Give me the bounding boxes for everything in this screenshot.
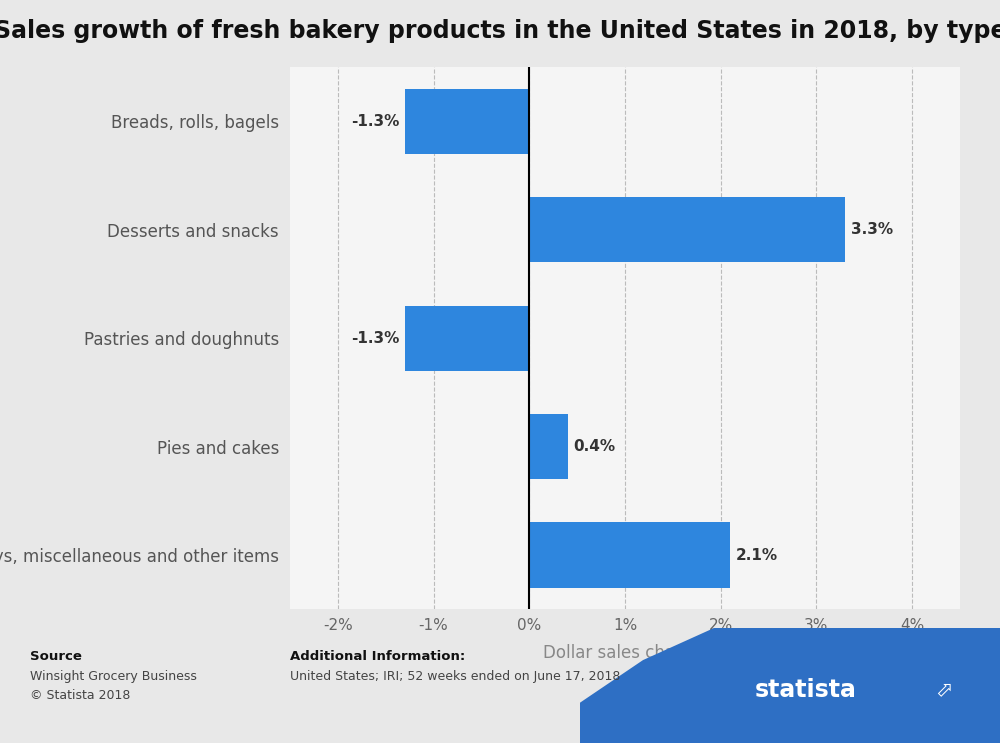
Text: 0.4%: 0.4% bbox=[573, 439, 615, 454]
Bar bbox=[529, 414, 568, 479]
Bar bbox=[290, 501, 960, 609]
Text: -1.3%: -1.3% bbox=[351, 114, 399, 129]
Bar bbox=[405, 88, 529, 154]
Text: United States; IRI; 52 weeks ended on June 17, 2018: United States; IRI; 52 weeks ended on Ju… bbox=[290, 670, 620, 683]
Text: Additional Information:: Additional Information: bbox=[290, 650, 465, 663]
Text: -1.3%: -1.3% bbox=[351, 331, 399, 345]
Text: © Statista 2018: © Statista 2018 bbox=[30, 689, 130, 701]
Bar bbox=[290, 392, 960, 501]
Text: statista: statista bbox=[755, 678, 857, 701]
Bar bbox=[405, 305, 529, 371]
Bar bbox=[290, 175, 960, 284]
Polygon shape bbox=[580, 628, 1000, 743]
Text: Source: Source bbox=[30, 650, 82, 663]
Text: ⬀: ⬀ bbox=[935, 680, 952, 699]
Bar bbox=[290, 284, 960, 392]
Bar bbox=[529, 522, 730, 588]
Text: Winsight Grocery Business: Winsight Grocery Business bbox=[30, 670, 197, 683]
X-axis label: Dollar sales change: Dollar sales change bbox=[543, 643, 707, 662]
Text: 2.1%: 2.1% bbox=[736, 548, 778, 562]
Bar bbox=[290, 67, 960, 175]
Text: 3.3%: 3.3% bbox=[851, 222, 893, 237]
Text: Sales growth of fresh bakery products in the United States in 2018, by type: Sales growth of fresh bakery products in… bbox=[0, 19, 1000, 42]
Bar bbox=[529, 197, 845, 262]
